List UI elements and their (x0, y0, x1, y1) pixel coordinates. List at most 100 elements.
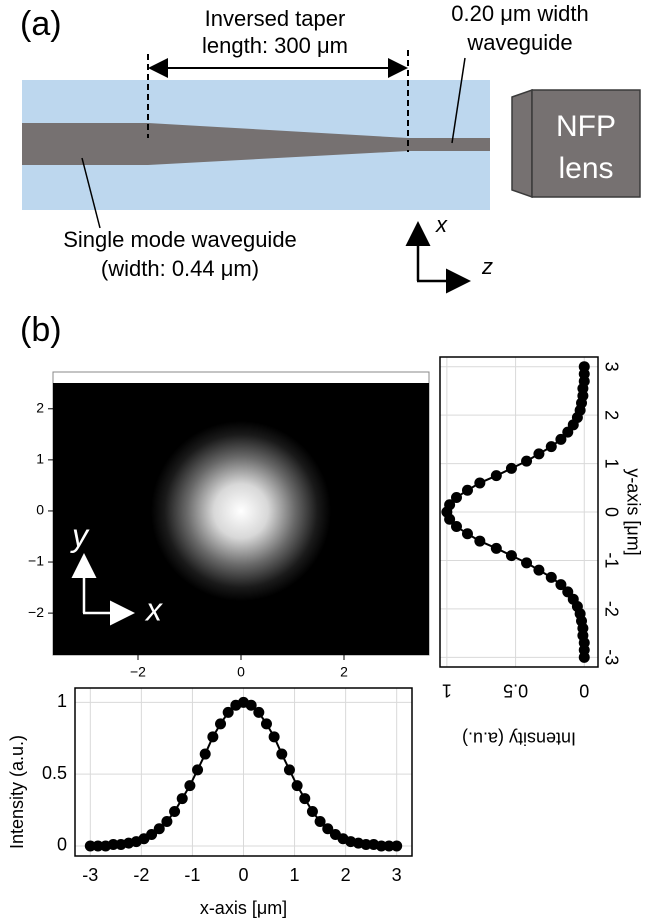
data-point (199, 748, 211, 760)
panel-label: (b) (20, 311, 62, 349)
x-tick-label: -3 (82, 865, 98, 885)
plot-frame (439, 356, 599, 668)
data-point (578, 361, 590, 373)
x-tick-label: -1 (184, 865, 200, 885)
image-axis-label: x (144, 591, 163, 627)
data-point (474, 535, 486, 547)
leader-line (451, 57, 466, 144)
data-point (153, 823, 165, 835)
plot-frame (74, 687, 413, 857)
lens-label: NFP (556, 110, 616, 143)
taper-label: Inversed taper (205, 6, 346, 31)
y-tick-label: 1 (57, 691, 67, 711)
data-point (176, 793, 188, 805)
data-point (521, 557, 533, 569)
data-point (533, 448, 545, 460)
data-point (146, 828, 158, 840)
data-point (245, 699, 257, 711)
wide-label: Single mode waveguide (63, 227, 297, 252)
y-tick-label: -2 (601, 601, 621, 617)
data-point (490, 470, 502, 482)
data-point (276, 748, 288, 760)
y-tick-label: 1 (601, 459, 621, 469)
lens-side (511, 88, 533, 199)
data-point (375, 840, 387, 852)
y-tick-label: −1 (28, 553, 44, 569)
y-tick-label: 0 (36, 502, 44, 518)
x-axis-label: Intensity (a.u.) (462, 728, 576, 748)
data-point (92, 840, 104, 852)
y-axis-label: y-axis [μm] (623, 468, 643, 555)
data-point (391, 840, 403, 852)
image-axis-label: y (70, 517, 90, 553)
y-tick-label: 0 (57, 835, 67, 855)
panel-label: (a) (20, 5, 62, 43)
data-point (84, 840, 96, 852)
data-point (306, 805, 318, 817)
data-point (545, 441, 557, 453)
x-tick-label: 2 (341, 865, 351, 885)
data-point (545, 571, 557, 583)
data-point (444, 499, 456, 511)
data-point (360, 839, 372, 851)
data-point (260, 718, 272, 730)
data-point (268, 731, 280, 743)
wide-label: (width: 0.44 μm) (101, 256, 259, 281)
data-point (253, 706, 265, 718)
data-point (207, 731, 219, 743)
data-point (169, 805, 181, 817)
x-tick-label: 0.5 (503, 680, 528, 700)
x-tick-label: 0 (579, 680, 589, 700)
x-tick-label: 3 (392, 865, 402, 885)
data-point (283, 764, 295, 776)
data-point (215, 718, 227, 730)
x-tick-label: 2 (340, 664, 348, 680)
y-axis-label: Intensity (a.u.) (7, 735, 27, 849)
taper-label: length: 300 μm (202, 33, 348, 58)
x-tick-label: 1 (290, 865, 300, 885)
data-point (383, 840, 395, 852)
y-tick-label: -3 (601, 649, 621, 665)
y-tick-label: 0 (601, 507, 621, 517)
leader-line (81, 157, 101, 229)
x-tick-label: −2 (130, 664, 146, 680)
waveguide (22, 123, 490, 165)
data-point (505, 550, 517, 562)
y-tick-label: 0.5 (42, 763, 67, 783)
data-point (461, 484, 473, 496)
data-point (107, 839, 119, 851)
y-tick-label: 3 (601, 362, 621, 372)
data-point (555, 579, 567, 591)
y-tick-label: 2 (601, 410, 621, 420)
narrow-label: waveguide (466, 30, 572, 55)
lens-body (531, 89, 641, 198)
x-tick-label: -2 (133, 865, 149, 885)
data-point (222, 706, 234, 718)
y-tick-label: −2 (28, 604, 44, 620)
data-point (192, 764, 204, 776)
data-point (533, 564, 545, 576)
data-point (322, 823, 334, 835)
axis-label: x (435, 212, 448, 237)
y-tick-label: 2 (36, 399, 44, 415)
data-point (490, 542, 502, 554)
data-point (521, 455, 533, 467)
data-point (474, 477, 486, 489)
x-tick-label: 1 (442, 680, 452, 700)
data-point (450, 491, 462, 503)
x-tick-label: 0 (237, 664, 245, 680)
x-axis-label: x-axis [μm] (200, 898, 287, 918)
narrow-label: 0.20 μm width (451, 1, 588, 26)
x-tick-label: 0 (238, 865, 248, 885)
data-point (314, 816, 326, 828)
data-point (555, 433, 567, 445)
data-point (461, 528, 473, 540)
lens-label: lens (558, 152, 613, 185)
data-point (562, 586, 574, 598)
axis-label: z (481, 254, 493, 279)
data-point (184, 780, 196, 792)
data-point (299, 793, 311, 805)
data-point (291, 780, 303, 792)
y-tick-label: -1 (601, 552, 621, 568)
